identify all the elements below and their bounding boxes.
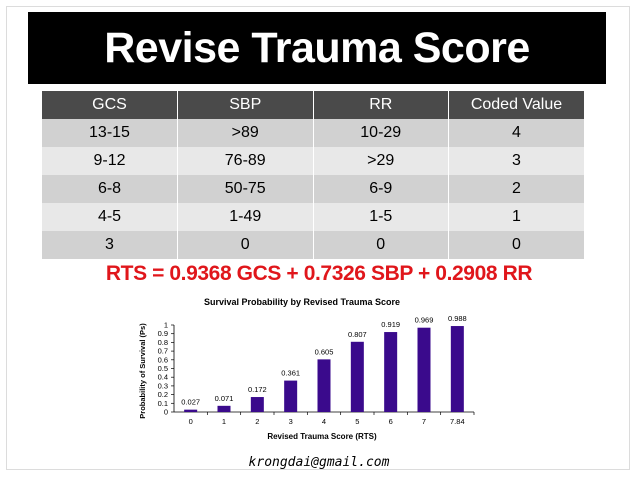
- y-tick-label: 0.2: [158, 390, 168, 399]
- cell-coded-value: 1: [448, 203, 584, 231]
- cell-coded-value: 2: [448, 175, 584, 203]
- table-row: 3 0 0 0: [42, 231, 584, 259]
- title-bar: Revise Trauma Score: [28, 12, 606, 84]
- rts-table: GCS SBP RR Coded Value 13-15 >89 10-29 4…: [42, 91, 584, 259]
- bar: [384, 332, 398, 412]
- cell-sbp: 1-49: [177, 203, 313, 231]
- y-tick-label: 0.5: [158, 364, 168, 373]
- footer-email: krongdai@gmail.com: [248, 455, 390, 470]
- cell-rr: 10-29: [312, 119, 449, 147]
- slide-title: Revise Trauma Score: [104, 23, 530, 72]
- x-tick-label: 4: [322, 417, 326, 426]
- data-label: 0.172: [248, 385, 267, 394]
- y-tick-label: 0.8: [158, 338, 168, 347]
- bar: [417, 327, 431, 412]
- survival-chart: Survival Probability by Revised Trauma S…: [134, 296, 504, 446]
- bar: [317, 359, 331, 412]
- bar: [217, 405, 231, 412]
- cell-rr: 6-9: [312, 175, 449, 203]
- bar: [350, 341, 364, 412]
- cell-coded-value: 0: [448, 231, 584, 259]
- cell-coded-value: 4: [448, 119, 584, 147]
- cell-gcs: 3: [42, 231, 178, 259]
- table-row: 4-5 1-49 1-5 1: [42, 203, 584, 231]
- header-rr: RR: [312, 91, 449, 119]
- data-label: 0.027: [181, 398, 200, 407]
- x-tick-label: 1: [222, 417, 226, 426]
- table-row: 9-12 76-89 >29 3: [42, 147, 584, 175]
- survival-chart-svg: Survival Probability by Revised Trauma S…: [138, 297, 475, 441]
- cell-sbp: >89: [177, 119, 313, 147]
- y-tick-label: 0.4: [158, 373, 168, 382]
- y-tick-label: 0: [164, 408, 168, 417]
- bar: [284, 380, 298, 412]
- table-header-row: GCS SBP RR Coded Value: [42, 91, 584, 119]
- cell-sbp: 76-89: [177, 147, 313, 175]
- x-tick-label: 7.84: [450, 417, 465, 426]
- chart-title: Survival Probability by Revised Trauma S…: [204, 297, 400, 307]
- cell-gcs: 9-12: [42, 147, 178, 175]
- data-label: 0.605: [315, 347, 334, 356]
- data-label: 0.807: [348, 330, 367, 339]
- cell-gcs: 4-5: [42, 203, 178, 231]
- cell-rr: 0: [312, 231, 449, 259]
- cell-gcs: 13-15: [42, 119, 178, 147]
- y-tick-label: 0.1: [158, 399, 168, 408]
- cell-gcs: 6-8: [42, 175, 178, 203]
- header-gcs: GCS: [42, 91, 178, 119]
- header-sbp: SBP: [177, 91, 313, 119]
- cell-coded-value: 3: [448, 147, 584, 175]
- x-tick-label: 3: [289, 417, 293, 426]
- y-tick-label: 1: [164, 321, 168, 330]
- y-tick-label: 0.9: [158, 329, 168, 338]
- data-label: 0.071: [215, 394, 234, 403]
- x-tick-label: 2: [255, 417, 259, 426]
- cell-sbp: 50-75: [177, 175, 313, 203]
- y-tick-label: 0.7: [158, 347, 168, 356]
- cell-sbp: 0: [177, 231, 313, 259]
- cell-rr: >29: [312, 147, 449, 175]
- chart-y-axis-label: Probability of Survival (Ps): [138, 323, 147, 419]
- data-label: 0.988: [448, 314, 467, 323]
- data-label: 0.919: [381, 320, 400, 329]
- x-tick-label: 0: [189, 417, 193, 426]
- chart-x-axis-label: Revised Trauma Score (RTS): [267, 432, 377, 441]
- x-tick-label: 5: [355, 417, 359, 426]
- bar: [450, 326, 464, 412]
- rts-formula: RTS = 0.9368 GCS + 0.7326 SBP + 0.2908 R…: [105, 262, 533, 285]
- y-tick-label: 0.3: [158, 381, 168, 390]
- table-row: 13-15 >89 10-29 4: [42, 119, 584, 147]
- data-label: 0.969: [415, 316, 434, 325]
- header-coded-value: Coded Value: [448, 91, 584, 119]
- bar: [184, 409, 198, 412]
- y-tick-label: 0.6: [158, 355, 168, 364]
- x-tick-label: 7: [422, 417, 426, 426]
- data-label: 0.361: [281, 369, 300, 378]
- table-row: 6-8 50-75 6-9 2: [42, 175, 584, 203]
- cell-rr: 1-5: [312, 203, 449, 231]
- bar: [250, 397, 264, 412]
- x-tick-label: 6: [389, 417, 393, 426]
